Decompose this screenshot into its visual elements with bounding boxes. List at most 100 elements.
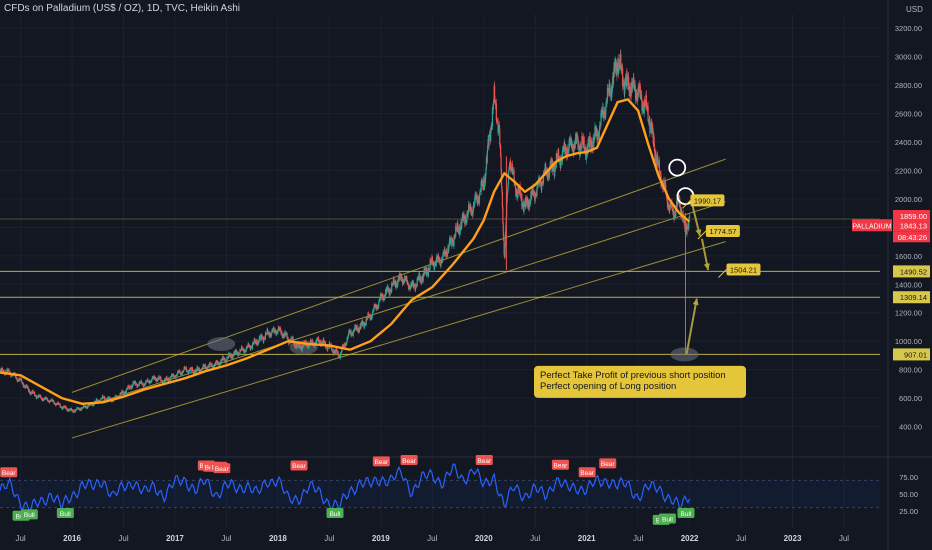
candle-body-1161: [501, 186, 503, 192]
candle-body-145: [62, 407, 64, 409]
candle-body-188: [80, 410, 82, 411]
candle-body-638: [275, 331, 277, 335]
x-tick-5: 2018: [269, 534, 287, 543]
candle-body-1395: [602, 107, 604, 111]
candle-body-1109: [478, 194, 481, 204]
candle-body-712: [307, 345, 309, 349]
signal-text-0: Bear: [2, 470, 17, 477]
candle-body-216: [92, 403, 94, 406]
price-tag-text-0: 1859.00: [900, 212, 927, 221]
candle-body-1038: [448, 246, 450, 251]
rsi-tick-1: 50.00: [899, 490, 918, 499]
candle-body-1594: [688, 217, 690, 219]
candle-body-165: [70, 407, 72, 411]
candle-body-289: [124, 392, 126, 394]
x-tick-2: Jul: [118, 534, 128, 543]
candle-body-1216: [525, 197, 527, 207]
candle-body-812: [350, 330, 352, 336]
candle-body-1183: [510, 168, 513, 171]
candle-body-128: [54, 403, 56, 405]
candle-body-454: [195, 370, 197, 373]
candle-body-937: [404, 276, 406, 279]
candle-body-1052: [454, 235, 456, 238]
candle-body-697: [300, 347, 302, 349]
candle-body-124: [53, 400, 55, 403]
candle-body-78: [33, 392, 35, 394]
candle-body-48: [20, 379, 22, 381]
candle-body-877: [378, 299, 380, 303]
candle-body-1381: [596, 128, 598, 141]
candle-body-347: [149, 383, 151, 384]
candle-body-666: [287, 337, 289, 339]
candle-body-226: [97, 400, 99, 402]
candle-body-496: [213, 363, 216, 367]
candle-body-787: [339, 356, 341, 359]
candle-body-1356: [585, 154, 587, 160]
candle-body-424: [182, 371, 184, 373]
candle-body-239: [102, 396, 104, 398]
candle-body-1340: [578, 146, 580, 150]
candle-body-902: [389, 289, 391, 296]
candle-body-1347: [581, 135, 583, 142]
candle-body-1298: [560, 159, 562, 163]
candle-body-840: [362, 321, 364, 323]
candle-body-44: [18, 380, 20, 382]
candle-body-962: [415, 284, 417, 286]
candle-body-484: [208, 364, 210, 367]
candle-body-18: [7, 370, 9, 372]
candle-body-1156: [499, 128, 501, 145]
x-tick-1: 2016: [63, 534, 81, 543]
candle-body-1159: [500, 156, 502, 171]
candle-body-1377: [594, 126, 596, 135]
candle-body-1237: [534, 192, 536, 201]
candle-body-1074: [463, 216, 465, 219]
candle-body-1480: [639, 84, 641, 87]
candle-body-624: [269, 336, 271, 338]
candle-body-1110: [479, 192, 481, 195]
candle-body-1487: [642, 104, 644, 107]
candle-body-1118: [482, 179, 484, 188]
candle-body-687: [296, 345, 298, 349]
candle-body-1331: [574, 137, 577, 145]
candle-body-1315: [567, 150, 570, 152]
candle-body-72: [30, 391, 32, 394]
candle-body-924: [398, 274, 401, 280]
candle-body-1212: [523, 205, 525, 212]
y-tick-6: 1600.00: [895, 252, 922, 261]
candle-body-285: [122, 392, 124, 394]
candle-body-131: [56, 403, 58, 405]
candle-body-782: [337, 352, 339, 355]
candle-body-719: [310, 339, 312, 342]
signal-box-0: [0, 467, 18, 478]
candle-body-1251: [540, 180, 542, 185]
candle-body-1142: [493, 99, 495, 104]
candle-body-1310: [565, 147, 567, 154]
candle-body-307: [132, 384, 134, 387]
candle-body-1330: [574, 144, 576, 148]
candle-body-1290: [557, 156, 559, 158]
candle-body-194: [83, 405, 85, 407]
candle-body-1429: [617, 67, 619, 69]
candle-body-794: [342, 346, 344, 348]
countdown-box: [893, 231, 930, 243]
candle-body-1238: [534, 197, 536, 201]
channel-line-2: [71, 241, 726, 439]
candle-body-1166: [503, 240, 505, 255]
candle-body-1257: [542, 172, 545, 184]
candle-body-652: [281, 331, 283, 335]
candle-body-560: [241, 346, 243, 349]
arrow-head-2: [692, 298, 699, 306]
candle-body-993: [428, 268, 430, 271]
candle-body-374: [161, 380, 163, 381]
candle-body-386: [166, 376, 168, 380]
signal-text-7: Bear: [215, 466, 230, 473]
candle-body-952: [410, 282, 413, 286]
candle-body-939: [405, 277, 407, 280]
candle-body-856: [369, 314, 371, 320]
candle-body-518: [223, 358, 225, 360]
candle-body-763: [329, 342, 331, 346]
candle-body-637: [274, 330, 277, 332]
candle-body-543: [234, 351, 236, 355]
candle-body-564: [243, 348, 245, 353]
